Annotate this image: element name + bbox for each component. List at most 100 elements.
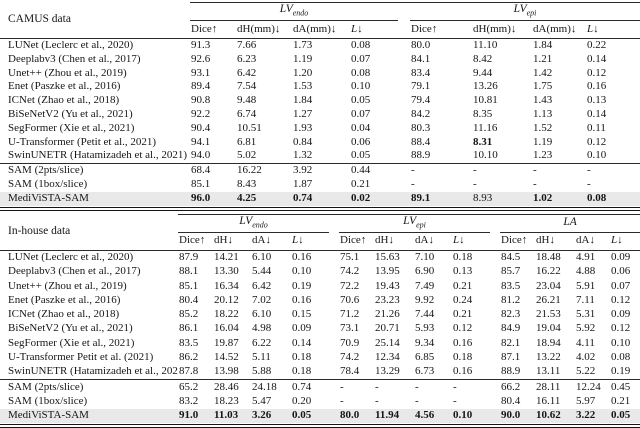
metric-value: 13.26 [473,80,498,93]
metric-value: 6.23 [237,52,257,65]
metric-value: 87.8 [179,365,199,378]
method-name: ICNet (Zhao et al., 2018) [8,94,120,107]
column-gap [398,53,410,67]
metric-value: - [339,379,374,395]
method-name: SAM (1box/slice) [8,394,88,407]
metric-value: 83.2 [179,394,199,407]
metric-value: 71.2 [340,308,360,321]
column-gap [490,322,500,336]
metric-value: 91.3 [191,39,211,52]
metric-value: 0.74 [291,379,329,395]
column-gap [490,351,500,365]
metric-value: 89.4 [191,80,211,93]
metric-value: 20.12 [214,293,239,306]
dataset-label: In-house data [0,214,178,251]
column-header: Dice↑ [410,20,472,40]
column-gap [490,337,500,351]
table-row: ICNet (Zhao et al., 2018) 90.8 9.48 1.84 0.0… [0,94,640,108]
metric-value: 5.22 [576,365,596,378]
metric-value: 0.12 [611,293,631,306]
metric-value: 25.14 [375,336,400,349]
metric-value: 83.5 [501,279,521,292]
metric-value: 0.14 [587,52,607,65]
metric-value: 1.84 [293,94,313,107]
column-gap [490,213,501,233]
column-gap [329,322,339,336]
metric-value: 6.42 [237,66,257,79]
metric-value: 65.2 [178,379,213,395]
metric-value: 28.11 [535,379,576,395]
metric-value: 0.07 [351,52,371,65]
metric-value: 0.12 [611,322,631,335]
metric-value: 7.02 [252,293,272,306]
metric-value: 14.21 [214,251,239,263]
metric-value: 0.09 [292,322,312,335]
metric-value: 7.44 [415,308,435,321]
metric-value: 1.84 [533,39,553,52]
method-name: SAM (2pts/slice) [0,163,190,179]
metric-value: 6.81 [237,135,257,148]
metric-value: 88.9 [411,149,431,162]
column-gap [398,136,410,150]
column-header: dA↓ [414,232,452,251]
metric-value: 28.46 [213,379,251,395]
metric-value: 6.85 [415,351,435,364]
column-gap [329,409,339,424]
column-header: dA↓ [251,232,291,251]
metric-value: 13.30 [214,265,239,278]
metric-value: 5.44 [252,265,272,278]
column-header: dA(mm)↓ [532,20,586,40]
header-group-row: CAMUS data LVendo LVepi [0,1,640,40]
metric-value: 8.43 [237,178,257,191]
method-name: MediViSTA-SAM [0,191,190,206]
metric-value: 0.21 [351,178,371,191]
metric-value: 0.14 [587,108,607,121]
metric-value: 79.4 [411,94,431,107]
metric-value: 0.06 [611,265,631,278]
column-header: dA(mm)↓ [292,20,350,40]
metric-value: 1.43 [533,94,553,107]
table-row: SAM (1box/slice) 85.1 8.43 1.87 0.21 - - - - [0,178,640,192]
metric-value: 87.9 [179,251,199,263]
method-name: U-Transformer Petit et al. (2021) [8,351,154,364]
method-name: ICNet (Zhao et al., 2018) [8,308,120,321]
metric-value: 0.21 [611,394,631,407]
group-header-lvendo: LVendo [178,213,329,233]
metric-value: 6.42 [252,279,272,292]
metric-value: 5.47 [252,394,272,407]
metric-value: 5.02 [237,149,257,162]
metric-value: 80.4 [179,293,199,306]
metric-value: 0.12 [587,66,607,79]
metric-value: 9.92 [415,293,435,306]
metric-value: - [587,178,591,191]
table-row: MediViSTA-SAM 96.0 4.25 0.74 0.02 89.1 8.93 1.0… [0,191,640,206]
column-gap [398,178,410,192]
table-row: BiSeNetV2 (Yu et al., 2021) 92.2 6.74 1.27 0… [0,108,640,122]
metric-value: 5.97 [576,394,596,407]
metric-value: 24.18 [251,379,291,395]
metric-value: 1.13 [533,108,553,121]
metric-value: 1.93 [293,121,313,134]
metric-value: 0.05 [291,409,329,424]
metric-value: 0.08 [351,39,371,52]
metric-value: 5.91 [576,279,596,292]
metric-value: 8.35 [473,108,493,121]
metric-value: 0.84 [293,135,313,148]
metric-value: 3.92 [292,163,350,179]
metric-value: 90.0 [500,409,536,424]
column-gap [329,279,339,293]
column-gap [398,67,410,81]
metric-value: 85.2 [179,308,199,321]
metric-value: 0.16 [587,80,607,93]
metric-value: 23.23 [375,293,400,306]
metric-value: 12.34 [375,351,400,364]
column-header: L↓ [350,20,398,40]
metric-value: 86.1 [179,322,199,335]
metric-value: 0.05 [610,409,640,424]
group-header-lvepi: LVepi [339,213,491,233]
metric-value: 7.54 [237,80,257,93]
metric-value: 79.1 [411,80,431,93]
metric-value: 18.94 [536,336,561,349]
metric-value: 78.4 [340,365,360,378]
metric-value: 18.48 [536,251,561,263]
